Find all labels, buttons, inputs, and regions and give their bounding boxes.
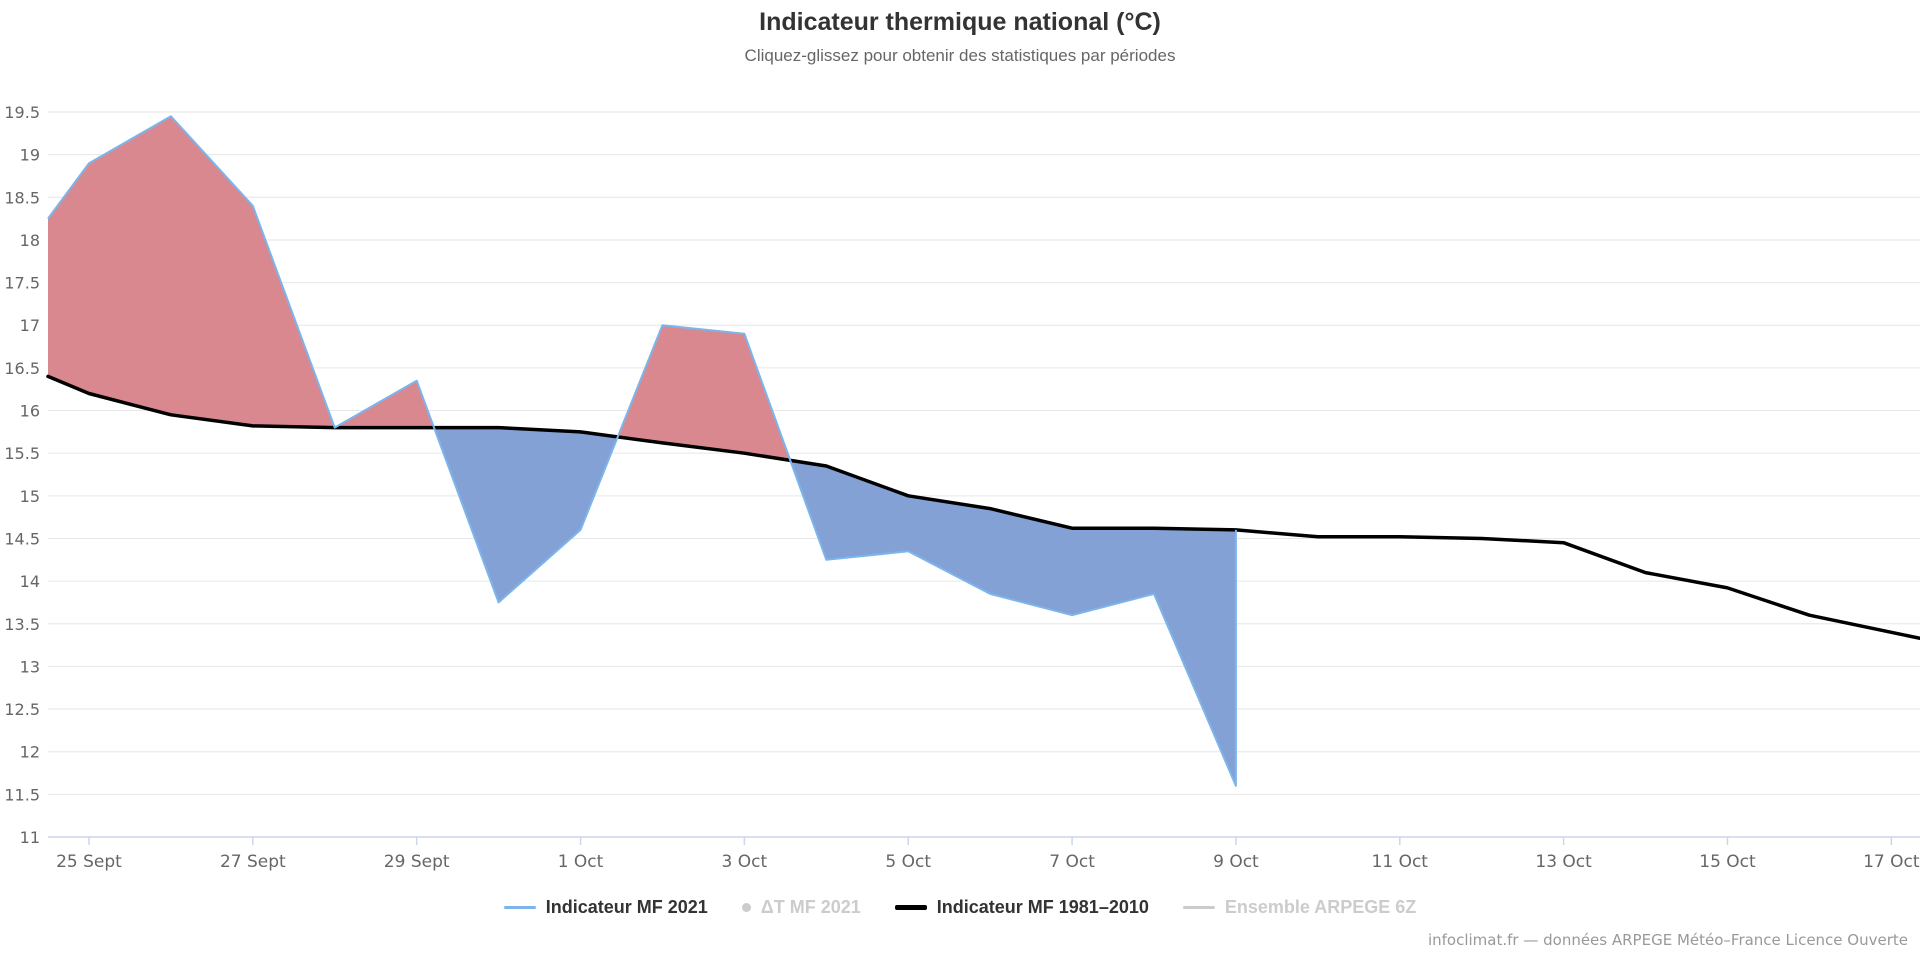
y-tick-label: 18 xyxy=(20,231,40,250)
y-tick-label: 12 xyxy=(20,743,40,762)
x-tick-label: 9 Oct xyxy=(1213,852,1259,872)
x-tick-label: 25 Sept xyxy=(56,852,122,872)
y-tick-label: 13.5 xyxy=(4,615,40,634)
y-tick-label: 14.5 xyxy=(4,529,40,548)
x-axis: 25 Sept 27 Sept 29 Sept 1 Oct 3 Oct 5 Oct 7 Oc… xyxy=(48,836,1920,872)
line-marker-icon xyxy=(1182,906,1215,909)
y-tick-label: 19 xyxy=(20,146,40,165)
legend-item-delta-t-mf-2021[interactable]: ΔT MF 2021 xyxy=(741,897,861,918)
y-tick-label: 13 xyxy=(20,657,40,676)
area-below-normal xyxy=(434,427,618,603)
x-tick-label: 13 Oct xyxy=(1535,852,1592,872)
y-tick-label: 16 xyxy=(20,402,40,421)
legend-item-ensemble-arpege-6z[interactable]: Ensemble ARPEGE 6Z xyxy=(1182,897,1417,918)
legend-label: ΔT MF 2021 xyxy=(760,897,861,917)
x-tick-label: 1 Oct xyxy=(558,852,604,872)
y-tick-label: 15.5 xyxy=(4,444,40,463)
legend-label: Ensemble ARPEGE 6Z xyxy=(1224,897,1417,917)
y-tick-label: 12.5 xyxy=(4,700,40,719)
x-tick-label: 5 Oct xyxy=(885,852,931,872)
x-tick-label: 11 Oct xyxy=(1372,852,1429,872)
area-above-normal xyxy=(617,325,791,461)
chart-title: Indicateur thermique national (°C) xyxy=(759,8,1161,36)
line-indicateur-2021 xyxy=(47,115,1237,787)
x-tick-label: 3 Oct xyxy=(722,852,768,872)
legend-item-indicateur-mf-2021[interactable]: Indicateur MF 2021 xyxy=(503,897,708,918)
x-tick-label: 17 Oct xyxy=(1863,852,1920,872)
x-tick-label: 15 Oct xyxy=(1699,852,1756,872)
y-tick-label: 18.5 xyxy=(4,188,40,207)
y-tick-label: 16.5 xyxy=(4,359,40,378)
series-lines xyxy=(46,115,1920,787)
legend-label: Indicateur MF 1981–2010 xyxy=(936,897,1149,917)
y-axis-labels: 11 11.5 12 12.5 13 13.5 14 14.5 15 15.5 16 16.5 17 17… xyxy=(4,103,40,847)
y-tick-label: 17.5 xyxy=(4,274,40,293)
legend-item-indicateur-mf-1981-2010[interactable]: Indicateur MF 1981–2010 xyxy=(894,897,1149,918)
anomaly-areas xyxy=(48,116,1236,786)
y-tick-label: 11 xyxy=(20,828,40,847)
x-tick-label: 27 Sept xyxy=(220,852,286,872)
x-tick-label: 7 Oct xyxy=(1049,852,1095,872)
y-tick-label: 14 xyxy=(20,572,40,591)
line-marker-icon xyxy=(503,906,536,909)
legend: Indicateur MF 2021 ΔT MF 2021 Indicateur… xyxy=(0,897,1920,918)
y-tick-label: 15 xyxy=(20,487,40,506)
chart-subtitle: Cliquez-glissez pour obtenir des statist… xyxy=(744,46,1176,65)
area-below-normal xyxy=(790,460,1236,786)
dot-marker-icon xyxy=(741,903,751,912)
x-tick-label: 29 Sept xyxy=(384,852,450,872)
line-marker-icon xyxy=(894,905,927,910)
y-tick-label: 17 xyxy=(20,316,40,335)
y-tick-label: 11.5 xyxy=(4,785,40,804)
y-gridlines xyxy=(48,111,1920,838)
y-tick-label: 19.5 xyxy=(4,103,40,122)
area-above-normal xyxy=(48,116,434,428)
credit-text[interactable]: infoclimat.fr — données ARPEGE Météo–Fra… xyxy=(1427,931,1908,949)
legend-label: Indicateur MF 2021 xyxy=(545,897,708,917)
